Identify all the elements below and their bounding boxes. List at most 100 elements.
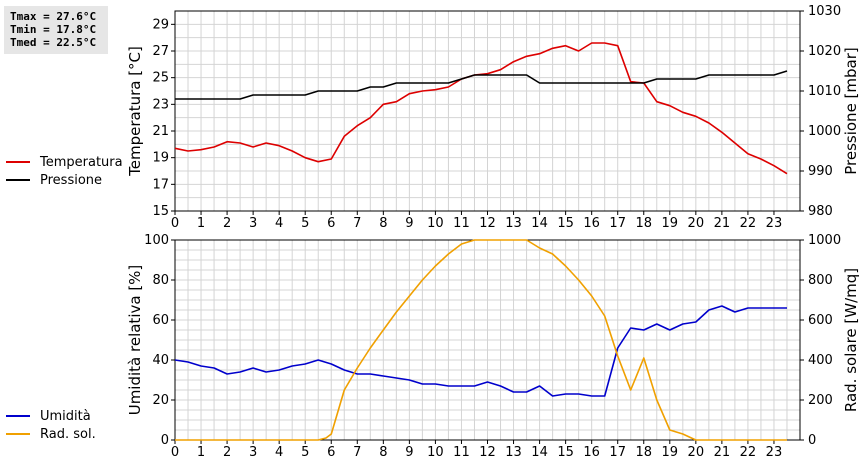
- x-tick-label: 18: [635, 216, 652, 231]
- x-tick-label: 9: [405, 216, 413, 231]
- x-tick-label: 20: [688, 445, 705, 460]
- y-tick-label-left: 100: [144, 233, 169, 248]
- x-tick-label: 15: [557, 445, 574, 460]
- y-axis-label-left: Umidità relativa [%]: [126, 265, 144, 416]
- series-line-umidita: [174, 305, 787, 397]
- x-tick-label: 18: [635, 445, 652, 460]
- x-tick-label: 15: [557, 216, 574, 231]
- legend-bottom: Umidità Rad. sol.: [6, 407, 96, 443]
- x-tick-label: 14: [531, 445, 548, 460]
- x-tick-label: 5: [301, 216, 309, 231]
- y-tick-label-right: 600: [808, 313, 833, 328]
- x-tick-label: 17: [609, 445, 626, 460]
- x-tick-label: 4: [275, 216, 283, 231]
- x-tick-label: 6: [327, 216, 335, 231]
- stat-tmin: Tmin = 17.8°C: [10, 23, 97, 36]
- legend-label-pressione: Pressione: [40, 172, 103, 188]
- x-tick-label: 13: [505, 216, 522, 231]
- y-tick-label-left: 19: [152, 151, 169, 166]
- y-tick-label-right: 400: [808, 353, 833, 368]
- y-tick-label-left: 25: [152, 71, 169, 86]
- y-tick-label-left: 40: [152, 353, 169, 368]
- stats-box: Tmax = 27.6°C Tmin = 17.8°C Tmed = 22.5°…: [4, 6, 108, 54]
- x-tick-label: 16: [583, 445, 600, 460]
- x-tick-label: 23: [766, 216, 783, 231]
- y-tick-label-left: 27: [152, 44, 169, 59]
- x-tick-label: 13: [505, 445, 522, 460]
- x-tick-label: 17: [609, 216, 626, 231]
- y-tick-label-left: 21: [152, 124, 169, 139]
- x-tick-label: 5: [301, 445, 309, 460]
- x-tick-label: 0: [171, 216, 179, 231]
- x-tick-label: 7: [353, 216, 361, 231]
- legend-label-temperatura: Temperatura: [40, 154, 123, 170]
- legend-item-pressione: Pressione: [6, 171, 123, 189]
- y-tick-label-right: 1030: [808, 4, 841, 19]
- x-tick-label: 1: [197, 445, 205, 460]
- x-tick-label: 1: [197, 216, 205, 231]
- x-tick-label: 11: [453, 216, 470, 231]
- x-tick-label: 19: [662, 216, 679, 231]
- series-line-temperatura: [174, 42, 788, 175]
- y-axis-label-right: Pressione [mbar]: [842, 47, 860, 175]
- x-tick-label: 21: [714, 216, 731, 231]
- x-tick-label: 9: [405, 445, 413, 460]
- legend-item-temperatura: Temperatura: [6, 153, 123, 171]
- x-tick-label: 22: [740, 216, 757, 231]
- x-tick-label: 16: [583, 216, 600, 231]
- y-axis-label-left: Temperatura [°C]: [126, 46, 144, 177]
- x-tick-label: 8: [379, 216, 387, 231]
- x-tick-label: 10: [427, 445, 444, 460]
- stat-tmax: Tmax = 27.6°C: [10, 10, 97, 23]
- x-tick-label: 19: [662, 445, 679, 460]
- legend-label-umidita: Umidità: [40, 408, 91, 424]
- series-line-pressione: [175, 70, 788, 100]
- y-tick-label-right: 980: [808, 204, 833, 219]
- x-tick-label: 14: [531, 216, 548, 231]
- x-tick-label: 8: [379, 445, 387, 460]
- legend-swatch-umidita: [6, 415, 30, 417]
- legend-item-umidita: Umidità: [6, 407, 96, 425]
- x-tick-label: 10: [427, 216, 444, 231]
- y-tick-label-right: 200: [808, 393, 833, 408]
- y-tick-label-right: 1020: [808, 44, 841, 59]
- x-tick-label: 0: [171, 445, 179, 460]
- legend-swatch-rad-sol: [6, 433, 30, 435]
- x-tick-label: 7: [353, 445, 361, 460]
- y-tick-label-right: 990: [808, 164, 833, 179]
- x-tick-label: 2: [223, 216, 231, 231]
- series-line-rad-sol: [175, 239, 787, 441]
- x-tick-label: 12: [479, 445, 496, 460]
- x-tick-label: 23: [766, 445, 783, 460]
- x-tick-label: 3: [249, 216, 257, 231]
- y-tick-label-right: 800: [808, 273, 833, 288]
- y-tick-label-left: 17: [152, 177, 169, 192]
- legend-item-rad-sol: Rad. sol.: [6, 425, 96, 443]
- y-tick-label-right: 1000: [808, 124, 841, 139]
- legend-swatch-temperatura: [6, 161, 30, 163]
- x-tick-label: 22: [740, 445, 757, 460]
- y-tick-label-left: 80: [152, 273, 169, 288]
- y-tick-label-right: 1000: [808, 233, 841, 248]
- y-tick-label-left: 60: [152, 313, 169, 328]
- y-tick-label-left: 29: [152, 17, 169, 32]
- x-tick-label: 11: [453, 445, 470, 460]
- y-axis-label-right: Rad. solare [W/mq]: [842, 268, 860, 412]
- x-tick-label: 4: [275, 445, 283, 460]
- legend-top: Temperatura Pressione: [6, 153, 123, 189]
- y-tick-label-right: 1010: [808, 84, 841, 99]
- x-tick-label: 12: [479, 216, 496, 231]
- stat-tmed: Tmed = 22.5°C: [10, 36, 97, 49]
- legend-swatch-pressione: [6, 179, 30, 181]
- x-tick-label: 2: [223, 445, 231, 460]
- y-tick-label-left: 23: [152, 97, 169, 112]
- y-tick-label-left: 15: [152, 204, 169, 219]
- legend-label-rad-sol: Rad. sol.: [40, 426, 96, 442]
- y-tick-label-left: 20: [152, 393, 169, 408]
- y-tick-label-right: 0: [808, 433, 816, 448]
- x-tick-label: 21: [714, 445, 731, 460]
- x-tick-label: 6: [327, 445, 335, 460]
- y-tick-label-left: 0: [161, 433, 169, 448]
